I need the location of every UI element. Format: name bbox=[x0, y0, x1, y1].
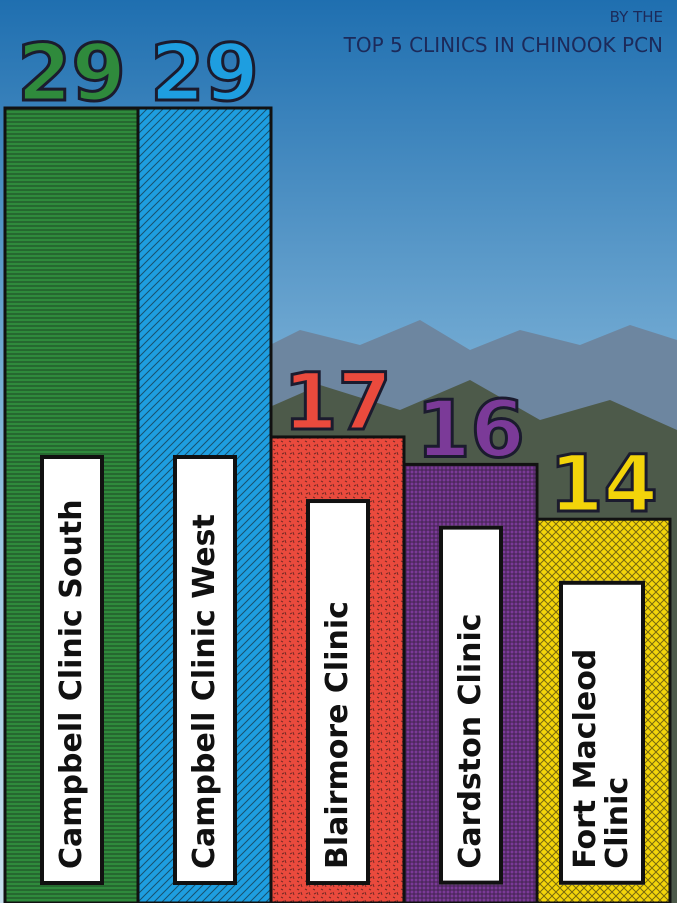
subtitle: TOP 5 CLINICS IN CHINOOK PCN bbox=[343, 33, 663, 57]
category-label: Campbell Clinic West bbox=[172, 455, 237, 885]
value-label: 29 bbox=[150, 29, 259, 119]
value-label: 16 bbox=[416, 385, 525, 475]
value-label: 17 bbox=[283, 358, 392, 448]
subtitle-top: BY THE bbox=[610, 8, 663, 26]
value-label: 14 bbox=[549, 440, 658, 530]
category-label: Blairmore Clinic bbox=[305, 498, 370, 885]
category-label: Cardston Clinic bbox=[438, 526, 503, 885]
category-label: Fort Macleod Clinic bbox=[558, 581, 645, 885]
value-label: 29 bbox=[17, 29, 126, 119]
category-label: Campbell Clinic South bbox=[39, 455, 104, 885]
